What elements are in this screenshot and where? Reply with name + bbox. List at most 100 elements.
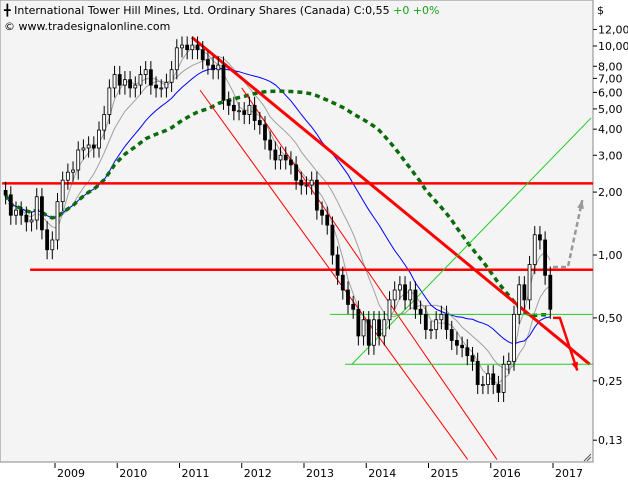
candle-body <box>14 209 18 216</box>
candle-body <box>283 154 288 161</box>
candle-body <box>460 344 465 349</box>
candle-body <box>377 319 382 337</box>
candle-body <box>148 69 153 86</box>
y-tick-label: 2,00 <box>598 186 623 199</box>
candle-body <box>123 79 127 86</box>
downtrend-line <box>190 36 591 366</box>
candle-body <box>289 159 293 166</box>
candle-body <box>112 74 117 89</box>
price-change: +0 +0% <box>393 4 440 17</box>
x-tick-label: 2015 <box>431 467 459 480</box>
candle-body <box>403 284 407 301</box>
candle-body <box>102 114 107 131</box>
candle-body <box>8 194 13 216</box>
candle-body <box>470 355 475 362</box>
candle-body <box>86 144 91 149</box>
projection-arrow-down-head <box>571 361 578 371</box>
instrument-title: International Tower Hill Mines, Ltd. Ord… <box>14 4 351 17</box>
candle-body <box>429 329 433 331</box>
candle-body <box>24 214 29 223</box>
moving-average-line <box>5 55 551 371</box>
candle-body <box>361 319 366 337</box>
candle-body <box>263 124 267 141</box>
candle-body <box>356 308 361 337</box>
candle-body <box>543 239 548 276</box>
y-tick-label: 8,00 <box>598 60 623 73</box>
candle-body <box>455 340 459 346</box>
candle-body <box>216 64 221 71</box>
candle-body <box>190 44 195 51</box>
candle-body <box>278 154 283 161</box>
candle-body <box>65 171 70 181</box>
candle-body <box>309 179 314 186</box>
candle-body <box>335 254 340 276</box>
candle-body <box>19 209 24 216</box>
x-tick-label: 2014 <box>368 467 396 480</box>
candle-body <box>143 69 148 75</box>
candle-body <box>45 229 50 251</box>
candle-body <box>434 319 439 330</box>
candle-body <box>491 373 496 385</box>
candle-body <box>522 284 527 301</box>
candle-body <box>81 147 86 151</box>
x-tick-label: 2017 <box>555 467 583 480</box>
candle-body <box>71 169 75 173</box>
candle-body <box>512 313 516 362</box>
candle-body <box>382 319 387 337</box>
candle-body <box>268 139 273 151</box>
candle-body <box>159 87 164 90</box>
chart-header: ╋ International Tower Hill Mines, Ltd. O… <box>4 4 440 17</box>
last-price: C:0,55 <box>353 4 390 17</box>
candle-body <box>449 329 454 341</box>
y-tick-label: 1,00 <box>598 249 623 262</box>
candle-body <box>439 313 444 321</box>
candle-body <box>185 44 190 51</box>
uptrend-line <box>351 117 592 365</box>
candle-body <box>252 104 257 121</box>
candle-body <box>195 44 200 51</box>
candle-body <box>247 104 252 115</box>
y-tick-label: 12,00 <box>598 23 628 36</box>
candle-body <box>3 190 8 196</box>
candle-body <box>397 284 402 291</box>
y-tick-label: 3,00 <box>598 149 623 162</box>
candle-body <box>351 304 356 310</box>
candle-body <box>538 234 542 241</box>
resize-grip-icon[interactable] <box>583 453 592 462</box>
candle-body <box>330 224 335 256</box>
y-tick-label: 0,25 <box>598 375 623 388</box>
candle-body <box>231 104 236 112</box>
candle-body <box>221 64 226 101</box>
candle-body <box>40 196 44 231</box>
candle-body <box>154 84 158 89</box>
candle-body <box>273 149 278 161</box>
candle-body <box>174 47 179 71</box>
projection-arrow-down <box>553 316 579 371</box>
candle-body <box>164 81 169 89</box>
candle-body <box>506 360 511 365</box>
candle-body <box>242 110 247 115</box>
candle-body <box>527 264 532 301</box>
candle-body <box>314 179 319 211</box>
y-tick-label: 7,00 <box>598 72 623 85</box>
candle-body <box>294 164 299 181</box>
projection-arrow-up-head <box>577 200 584 209</box>
moving-average-line <box>4 89 551 318</box>
y-tick-label: 0,50 <box>598 312 623 325</box>
candle-body <box>200 49 205 61</box>
candle-body <box>97 129 101 149</box>
plot-area <box>0 0 594 463</box>
candle-body <box>237 110 241 113</box>
projection-arrow-up <box>553 199 584 269</box>
channel-line <box>241 87 498 460</box>
x-tick-label: 2010 <box>119 467 147 480</box>
candle-body <box>372 319 376 346</box>
candle-body <box>475 360 480 385</box>
x-tick-label: 2012 <box>244 467 272 480</box>
candle-body <box>413 289 418 310</box>
candle-body <box>325 214 330 226</box>
y-tick-label: 10,00 <box>598 40 628 53</box>
candle-body <box>496 384 501 393</box>
